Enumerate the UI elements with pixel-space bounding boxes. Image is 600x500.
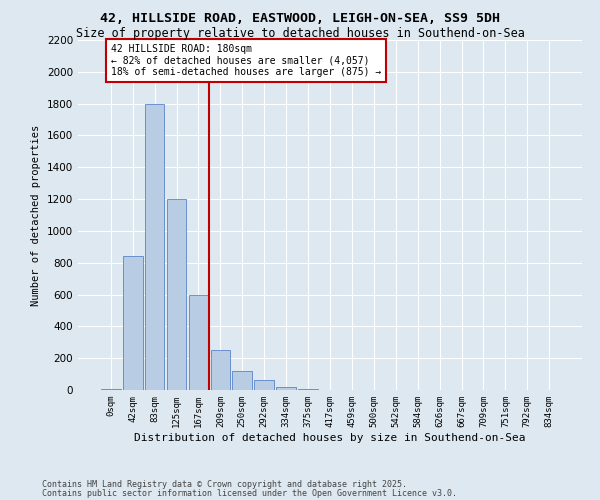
Bar [101, 389, 121, 390]
Bar [188, 294, 208, 390]
Bar [145, 104, 164, 390]
Bar [232, 371, 252, 390]
Text: Contains HM Land Registry data © Crown copyright and database right 2025.: Contains HM Land Registry data © Crown c… [42, 480, 407, 489]
X-axis label: Distribution of detached houses by size in Southend-on-Sea: Distribution of detached houses by size … [134, 432, 526, 442]
Text: Size of property relative to detached houses in Southend-on-Sea: Size of property relative to detached ho… [76, 28, 524, 40]
Bar [254, 380, 274, 390]
Text: 42, HILLSIDE ROAD, EASTWOOD, LEIGH-ON-SEA, SS9 5DH: 42, HILLSIDE ROAD, EASTWOOD, LEIGH-ON-SE… [100, 12, 500, 26]
Bar [211, 350, 230, 390]
Text: Contains public sector information licensed under the Open Government Licence v3: Contains public sector information licen… [42, 488, 457, 498]
Bar [123, 256, 143, 390]
Bar [298, 389, 318, 390]
Bar [167, 199, 187, 390]
Y-axis label: Number of detached properties: Number of detached properties [31, 124, 41, 306]
Text: 42 HILLSIDE ROAD: 180sqm
← 82% of detached houses are smaller (4,057)
18% of sem: 42 HILLSIDE ROAD: 180sqm ← 82% of detach… [111, 44, 381, 77]
Bar [276, 387, 296, 390]
